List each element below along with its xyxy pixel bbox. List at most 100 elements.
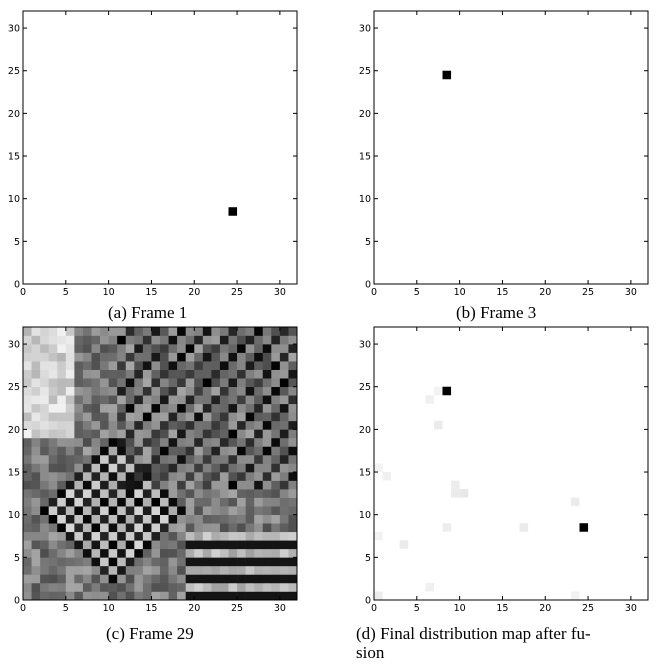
heatmap-cell — [40, 497, 49, 507]
heatmap-cell — [202, 565, 212, 575]
heatmap-cell — [160, 591, 169, 601]
heatmap-cell — [168, 472, 178, 481]
heatmap-cell — [74, 454, 84, 464]
heatmap-cell — [74, 437, 84, 447]
heatmap-cell — [91, 472, 101, 481]
heatmap-cell — [237, 540, 246, 550]
heatmap-cell — [31, 420, 41, 430]
heatmap-cell — [23, 514, 32, 524]
heatmap-cell — [194, 497, 204, 507]
heatmap-cell — [31, 446, 41, 456]
heatmap-cell — [202, 582, 212, 592]
heatmap-cell — [288, 361, 298, 370]
heatmap-cell — [177, 378, 186, 388]
heatmap-cell — [100, 454, 109, 464]
heatmap-cell — [254, 463, 264, 473]
heatmap-cell — [74, 378, 84, 388]
heatmap-cell — [228, 565, 238, 575]
heatmap-cell — [48, 378, 58, 388]
heatmap-cell — [100, 540, 109, 550]
heatmap-cell — [82, 531, 92, 541]
heatmap-cell — [48, 395, 58, 405]
heatmap-cell — [279, 506, 289, 515]
heatmap-cell — [202, 523, 212, 533]
heatmap-cell — [228, 369, 238, 379]
heatmap-cell — [202, 480, 212, 490]
heatmap-cell — [237, 327, 246, 336]
heatmap-cell — [48, 591, 58, 601]
heatmap-cell — [194, 480, 204, 490]
heatmap-cell — [40, 412, 49, 422]
heatmap-cell — [57, 352, 67, 362]
heatmap-cell — [23, 412, 32, 422]
heatmap-cell — [245, 361, 255, 370]
heatmap-cell — [48, 454, 58, 464]
heatmap-cell — [202, 446, 212, 456]
heatmap-cell — [245, 420, 255, 430]
heatmap-cell — [279, 531, 289, 541]
heatmap-cell — [125, 403, 135, 413]
heatmap-cell — [108, 557, 118, 567]
heatmap-cell — [237, 489, 246, 498]
heatmap-cell — [82, 540, 92, 550]
heatmap-cell — [100, 386, 109, 396]
heatmap-cell — [177, 548, 186, 558]
heatmap-cell — [202, 472, 212, 481]
heatmap-cell — [57, 437, 67, 447]
heatmap-cell — [100, 463, 109, 473]
heatmap-cell — [245, 523, 255, 533]
heatmap-cell — [23, 386, 32, 396]
heatmap-cell — [57, 369, 67, 379]
heatmap-cell — [57, 446, 67, 456]
heatmap-cell — [271, 344, 281, 353]
heatmap-cell — [219, 344, 229, 353]
heatmap-cell — [48, 446, 58, 456]
heatmap-cell — [65, 361, 75, 370]
heatmap-cell — [125, 548, 135, 558]
heatmap-cell — [142, 412, 152, 422]
heatmap-cell — [74, 369, 84, 379]
heatmap-cell — [262, 420, 272, 430]
heatmap-cell — [271, 327, 281, 336]
heatmap-cell — [100, 403, 109, 413]
heatmap-cell — [194, 514, 204, 524]
heatmap-cell — [57, 378, 67, 388]
heatmap-cell — [100, 497, 109, 507]
heatmap-cell — [108, 335, 118, 345]
heatmap-cell — [211, 548, 221, 558]
heatmap-cell — [194, 420, 204, 430]
heatmap-cell — [202, 369, 212, 379]
heatmap-cell — [57, 489, 67, 498]
heatmap-cell — [177, 344, 186, 353]
heatmap-cell — [194, 540, 204, 550]
heatmap-cell — [40, 463, 49, 473]
heatmap-cell — [82, 489, 92, 498]
heatmap-cell — [237, 582, 246, 592]
heatmap-cell — [100, 480, 109, 490]
heatmap-cell — [74, 506, 84, 515]
heatmap-cell — [262, 591, 272, 601]
heatmap-cell — [219, 395, 229, 405]
heatmap-cell — [254, 361, 264, 370]
heatmap-cell — [82, 565, 92, 575]
heatmap-cell — [100, 574, 109, 584]
heatmap-cell — [228, 412, 238, 422]
heatmap-cell — [262, 335, 272, 345]
heatmap-cell — [202, 557, 212, 567]
heatmap-cell — [91, 369, 101, 379]
heatmap-cell — [288, 523, 298, 533]
heatmap-cell — [100, 395, 109, 405]
heatmap-cell — [91, 378, 101, 388]
heatmap-cell — [40, 480, 49, 490]
heatmap-cell — [177, 437, 186, 447]
heatmap-cell — [31, 531, 41, 541]
heatmap-cell — [288, 472, 298, 481]
heatmap-cell — [40, 437, 49, 447]
heatmap-cell — [57, 429, 67, 439]
heatmap-cell — [23, 361, 32, 370]
heatmap-cell — [262, 369, 272, 379]
heatmap-cell — [31, 335, 41, 345]
heatmap-cell — [142, 429, 152, 439]
heatmap-cell — [74, 480, 84, 490]
heatmap-cell — [570, 497, 580, 507]
